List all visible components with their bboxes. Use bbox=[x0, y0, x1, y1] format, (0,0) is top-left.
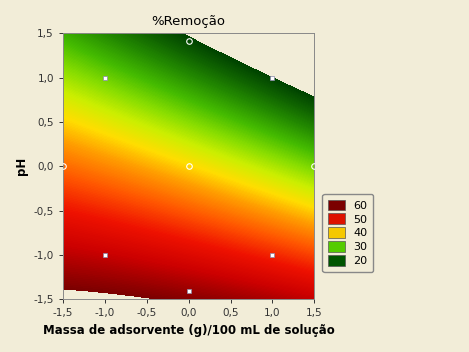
X-axis label: Massa de adsorvente (g)/100 mL de solução: Massa de adsorvente (g)/100 mL de soluçã… bbox=[43, 324, 334, 337]
Title: %Remoção: %Remoção bbox=[151, 15, 226, 28]
Y-axis label: pH: pH bbox=[15, 157, 28, 176]
Legend: 60, 50, 40, 30, 20: 60, 50, 40, 30, 20 bbox=[322, 194, 373, 272]
